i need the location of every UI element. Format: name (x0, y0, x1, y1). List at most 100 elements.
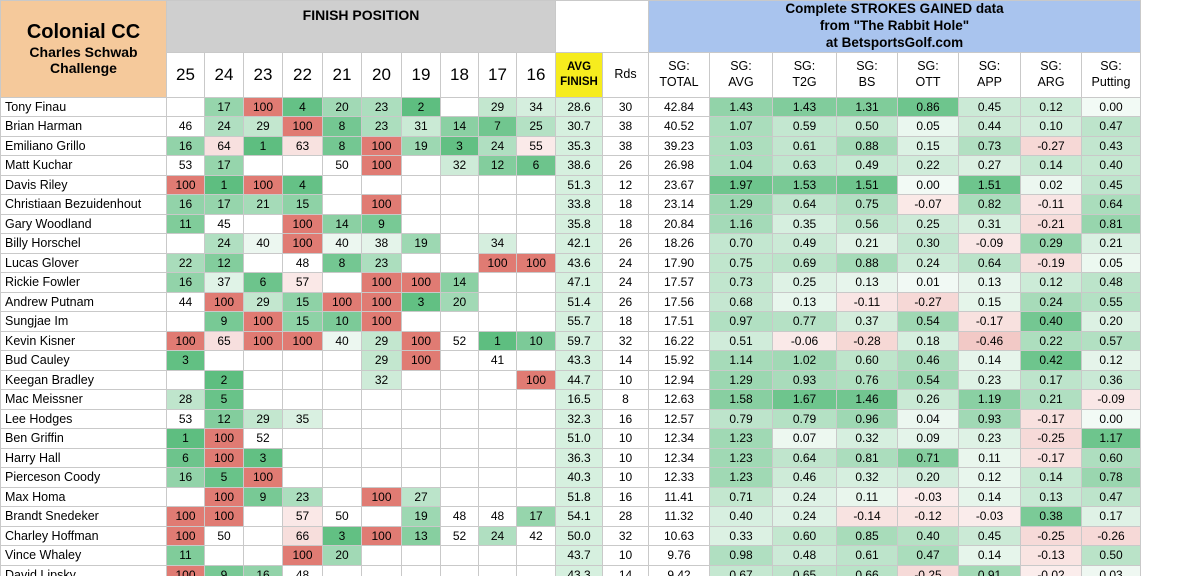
sg-arg-cell: -0.17 (1020, 408, 1082, 430)
sg-t2g-cell: 1.43 (772, 96, 837, 118)
finish-cell (478, 545, 517, 566)
sg-putting-cell: 0.78 (1081, 467, 1141, 488)
sg-ott-cell: 0.09 (897, 428, 959, 449)
player-name: Brian Harman (0, 116, 167, 137)
sg-avg-cell: 0.75 (709, 252, 773, 274)
finish-cell: 100 (401, 330, 441, 352)
sg-arg-cell: 0.22 (1020, 330, 1082, 352)
sg-total-cell: 17.51 (648, 311, 710, 332)
finish-cell: 100 (361, 311, 402, 332)
finish-cell (516, 350, 556, 371)
finish-cell: 34 (478, 233, 517, 254)
sg-t2g-cell: 0.64 (772, 447, 837, 469)
rounds-cell: 10 (602, 369, 649, 391)
finish-cell: 25 (516, 116, 556, 137)
finish-cell (401, 252, 441, 274)
sg-bs-cell: 0.96 (836, 408, 898, 430)
finish-cell: 46 (166, 116, 205, 137)
sg-total-cell: 17.57 (648, 272, 710, 293)
finish-cell (361, 545, 402, 566)
sg-bs-cell: 0.56 (836, 213, 898, 235)
sg-bs-cell: -0.11 (836, 291, 898, 313)
strokes-gained-header: Complete STROKES GAINED data from "The R… (648, 0, 1141, 53)
sg-putting-cell: 0.12 (1081, 350, 1141, 371)
finish-cell: 8 (322, 252, 362, 274)
finish-cell: 42 (516, 525, 556, 547)
finish-cell (478, 428, 517, 449)
player-row: Christiaan Bezuidenhout 16 17 21 15 100 33.8 18… (0, 194, 1141, 215)
player-name: Gary Woodland (0, 213, 167, 235)
sg-arg-cell: 0.42 (1020, 350, 1082, 371)
sg-app-cell: 0.45 (958, 96, 1021, 118)
finish-cell: 6 (166, 447, 205, 469)
sg-total-cell: 9.76 (648, 545, 710, 566)
sg-app-cell: 0.14 (958, 350, 1021, 371)
finish-cell (516, 428, 556, 449)
sg-header-avg: SG: AVG (709, 51, 773, 98)
avg-finish-cell: 51.4 (555, 291, 603, 313)
sg-total-cell: 12.63 (648, 389, 710, 410)
finish-cell (166, 233, 205, 254)
player-name: Max Homa (0, 486, 167, 508)
sg-avg-cell: 1.23 (709, 428, 773, 449)
sg-col-prefix: SG: (856, 59, 878, 73)
sg-ott-cell: 0.18 (897, 330, 959, 352)
player-row: Rickie Fowler 16 37 6 57 100 100 14 47.1 24 17.57 0… (0, 272, 1141, 293)
finish-cell (440, 96, 479, 118)
player-name: Keegan Bradley (0, 369, 167, 391)
sg-t2g-cell: 0.49 (772, 233, 837, 254)
player-name: Lucas Glover (0, 252, 167, 274)
sg-ott-cell: -0.03 (897, 486, 959, 508)
finish-cell: 4 (282, 174, 323, 196)
player-name: Harry Hall (0, 447, 167, 469)
finish-cell: 14 (440, 116, 479, 137)
sg-avg-cell: 1.58 (709, 389, 773, 410)
finish-cell: 52 (440, 330, 479, 352)
finish-cell: 100 (243, 330, 283, 352)
finish-cell (401, 447, 441, 469)
finish-position-header: FINISH POSITION (166, 0, 556, 53)
finish-cell: 8 (322, 116, 362, 137)
sg-putting-cell: -0.09 (1081, 389, 1141, 410)
finish-cell: 100 (166, 330, 205, 352)
finish-cell: 6 (516, 155, 556, 176)
sg-col-label: ARG (1037, 74, 1065, 89)
sg-bs-cell: 1.46 (836, 389, 898, 410)
finish-cell: 57 (282, 272, 323, 293)
finish-cell: 10 (516, 330, 556, 352)
finish-cell (243, 350, 283, 371)
finish-cell (243, 389, 283, 410)
finish-cell: 20 (440, 291, 479, 313)
player-name: Lee Hodges (0, 408, 167, 430)
sg-t2g-cell: 1.67 (772, 389, 837, 410)
avg-finish-cell: 30.7 (555, 116, 603, 137)
avg-finish-cell: 43.7 (555, 545, 603, 566)
finish-cell (401, 369, 441, 391)
finish-cell: 100 (204, 291, 244, 313)
sg-ott-cell: -0.12 (897, 506, 959, 527)
finish-cell: 15 (282, 311, 323, 332)
finish-cell: 48 (440, 506, 479, 527)
sg-arg-cell: -0.19 (1020, 252, 1082, 274)
avg-finish-cell: 16.5 (555, 389, 603, 410)
sg-bs-cell: 0.32 (836, 428, 898, 449)
sg-app-cell: 0.45 (958, 525, 1021, 547)
player-row: Harry Hall 6 100 3 36.3 10 12.34 1.23 0.64 0.81 0.… (0, 447, 1141, 469)
sg-avg-cell: 0.79 (709, 408, 773, 430)
finish-cell (282, 447, 323, 469)
finish-cell (243, 155, 283, 176)
finish-cell: 55 (516, 135, 556, 157)
sg-total-cell: 18.26 (648, 233, 710, 254)
finish-cell: 1 (166, 428, 205, 449)
sg-app-cell: 0.91 (958, 564, 1021, 576)
finish-cell (361, 447, 402, 469)
sg-total-cell: 11.41 (648, 486, 710, 508)
finish-cell (243, 213, 283, 235)
finish-cell: 65 (204, 330, 244, 352)
avg-header-line2: FINISH (560, 75, 598, 88)
sg-app-cell: 0.64 (958, 252, 1021, 274)
avg-finish-cell: 43.3 (555, 564, 603, 576)
year-header-18: 18 (440, 51, 479, 98)
sg-header-line1: Complete STROKES GAINED data (785, 1, 1004, 16)
